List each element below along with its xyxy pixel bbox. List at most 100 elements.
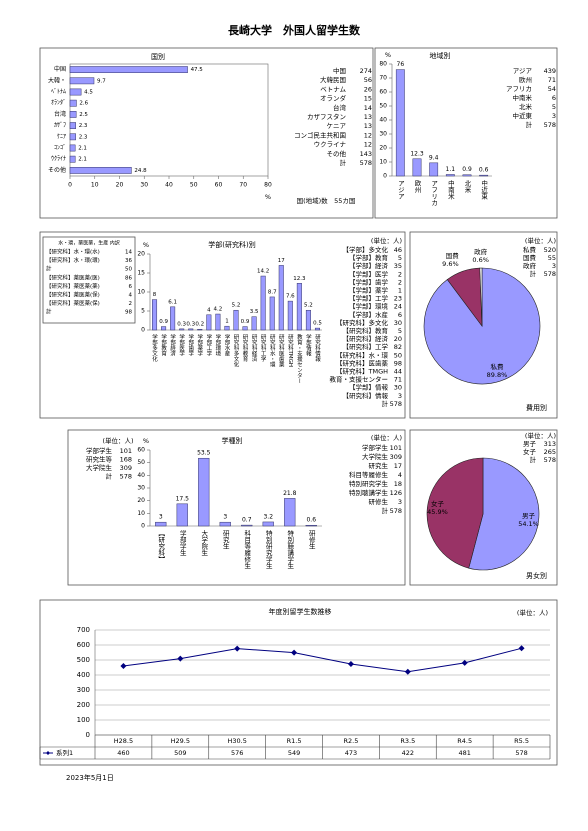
table-value: 3 — [552, 262, 556, 270]
category-label: 台湾 — [54, 110, 66, 118]
table-value: 50 — [125, 267, 132, 273]
table-value: 71 — [548, 76, 556, 84]
category-label: 学部薬学 — [196, 333, 203, 357]
slice-label: 私費 — [490, 362, 504, 371]
slice-value-label: 9.6% — [442, 260, 459, 268]
bar — [395, 69, 405, 177]
table-label: 教育・支援センター — [330, 375, 389, 384]
table-value: 6 — [129, 284, 133, 290]
category-label: 学部学生 — [178, 529, 186, 557]
category-label: ｶｻﾞﾌ — [54, 122, 66, 129]
value-label: 12.3 — [410, 150, 424, 157]
slice-value-label: 54.1% — [518, 520, 539, 528]
y-tick-label: 0 — [141, 523, 145, 530]
table-value: 549 — [288, 749, 300, 757]
point — [404, 668, 411, 675]
x-tick-label: R2.5 — [344, 737, 359, 745]
slice-value-label: 89.8% — [487, 371, 508, 379]
x-tick-label: 60 — [215, 182, 223, 189]
y-axis-label: % — [385, 51, 391, 59]
table-value: 15 — [364, 95, 372, 103]
point — [518, 645, 525, 652]
x-tick-label: R5.5 — [514, 737, 529, 745]
category-label: 大韓・ — [48, 76, 66, 84]
x-tick-label: 30 — [140, 182, 148, 189]
table-value: 6 — [552, 94, 556, 102]
table-label: 【研究科】薬医薬(保) — [46, 299, 100, 307]
y-tick-label: 300 — [77, 686, 90, 694]
category-label: 研究科情報 — [314, 334, 321, 363]
value-label: 0.9 — [462, 166, 472, 173]
bar — [161, 326, 167, 331]
table-value: 82 — [394, 343, 402, 351]
table-label: ウクライナ — [314, 141, 346, 149]
bar — [69, 155, 76, 163]
bar — [462, 174, 472, 177]
table-value: 12 — [364, 131, 372, 139]
value-label: 0.7 — [242, 517, 252, 524]
value-label: 0.3 — [177, 321, 186, 327]
y-tick-label: 50 — [137, 459, 145, 466]
table-value: 265 — [544, 448, 556, 456]
table-value: 55 — [548, 254, 556, 262]
category-label: 大学院生 — [200, 529, 208, 557]
value-label: 53.5 — [197, 450, 211, 457]
value-label: 0.2 — [195, 322, 204, 328]
value-label: 24.8 — [134, 168, 147, 174]
value-label: 2.1 — [78, 157, 87, 163]
table-value: 12 — [364, 141, 372, 149]
table-label: オランダ — [320, 94, 347, 103]
bar — [179, 328, 185, 331]
pie-slice — [468, 457, 540, 571]
y-tick-label: 10 — [379, 159, 387, 166]
bar — [188, 328, 194, 331]
bar — [269, 296, 275, 331]
value-label: 9.4 — [429, 154, 439, 161]
table-value: 313 — [544, 440, 556, 448]
table-label: 【学部】情報 — [349, 383, 389, 392]
x-tick-label: H30.5 — [228, 737, 247, 745]
table-value: 6 — [398, 311, 402, 319]
value-label: 17 — [278, 258, 285, 264]
table-label: 計 — [46, 265, 52, 273]
category-label: 研究生 — [221, 530, 229, 550]
table-value: 309 — [120, 464, 132, 472]
value-label: 0.9 — [159, 319, 168, 325]
table-value: 2 — [398, 270, 402, 278]
table-label: 【学部】環境 — [349, 302, 389, 311]
panel — [67, 429, 406, 586]
pie-slice — [426, 457, 484, 569]
value-label: 1.1 — [446, 166, 456, 173]
table-label: 【研究科】情報 — [343, 391, 389, 400]
category-label: 研究科TMGH — [287, 334, 294, 367]
category-label: ｹﾆｱ — [57, 133, 66, 140]
table-label: 学部学生 — [362, 443, 389, 452]
value-label: 3.2 — [263, 513, 273, 520]
table-value: 1 — [398, 287, 402, 295]
category-label: 学部多文化 — [151, 333, 158, 363]
panel — [409, 231, 558, 419]
table-value: 26 — [364, 85, 372, 93]
value-label: 0.6 — [306, 517, 316, 524]
y-tick-label: 30 — [379, 131, 387, 138]
bar — [198, 457, 210, 527]
panel — [39, 231, 406, 419]
y-axis-label: % — [143, 241, 149, 249]
bar — [69, 144, 76, 152]
x-tick-label: R4.5 — [457, 737, 472, 745]
table-value: 578 — [390, 507, 402, 515]
bar — [260, 275, 266, 331]
table-label: 【学部】水産 — [349, 310, 389, 319]
category-label: 研究科医歯薬 — [278, 334, 285, 369]
panel — [39, 47, 374, 219]
table-label: 大韓民国 — [320, 75, 346, 84]
value-label: 76 — [397, 61, 405, 68]
value-label: 2.1 — [78, 146, 87, 152]
x-tick-label: R1.5 — [287, 737, 302, 745]
table-label: 【研究科】多文化 — [336, 318, 389, 327]
table-label: 【学部】医学 — [349, 269, 389, 278]
category-label: 中近東 — [480, 179, 488, 201]
table-label: 【研究科】薬医薬(薬) — [46, 282, 100, 290]
table-label: ベトナム — [320, 85, 346, 93]
